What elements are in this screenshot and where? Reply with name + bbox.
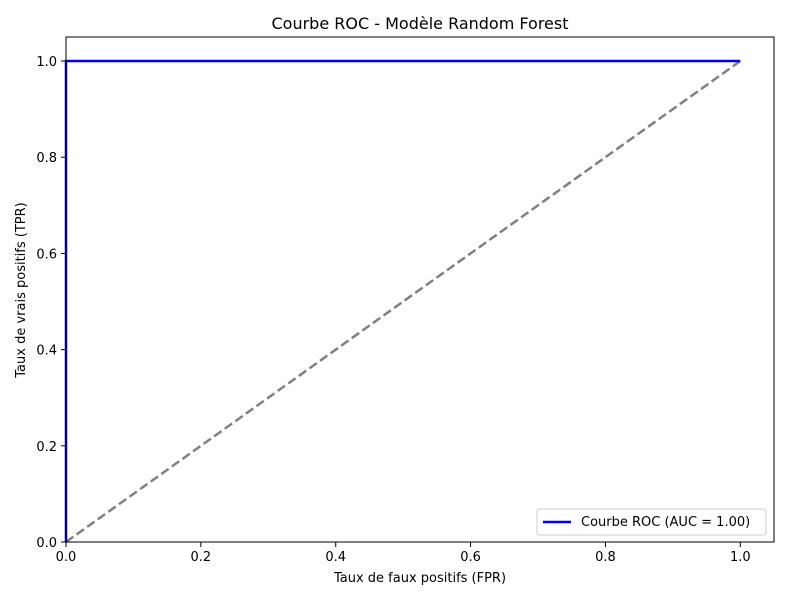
x-tick-label: 0.4 — [325, 550, 346, 565]
legend: Courbe ROC (AUC = 1.00) — [536, 508, 767, 536]
legend-label-roc: Courbe ROC (AUC = 1.00) — [581, 515, 750, 530]
y-tick-label: 0.8 — [36, 151, 57, 166]
x-axis: 0.0 0.2 0.4 0.6 0.8 1.0 — [56, 542, 751, 565]
legend-box — [536, 508, 767, 536]
x-tick-label: 1.0 — [730, 550, 751, 565]
y-axis: 0.0 0.2 0.4 0.6 0.8 1.0 — [36, 55, 66, 551]
plot-frame — [65, 36, 775, 543]
y-tick-label: 0.4 — [36, 344, 57, 359]
x-tick-label: 0.2 — [191, 550, 212, 565]
x-axis-label: Taux de faux positifs (FPR) — [333, 571, 506, 586]
chart-title: Courbe ROC - Modèle Random Forest — [272, 14, 569, 33]
y-tick-label: 0.0 — [36, 536, 57, 551]
series-layer — [64, 59, 742, 544]
random-baseline-line — [65, 60, 742, 544]
x-tick-label: 0.6 — [460, 550, 481, 565]
y-axis-label: Taux de vrais positifs (TPR) — [14, 202, 29, 378]
y-tick-label: 0.6 — [36, 247, 57, 262]
x-tick-label: 0.0 — [56, 550, 77, 565]
y-tick-label: 1.0 — [36, 55, 57, 70]
x-tick-label: 0.8 — [595, 550, 616, 565]
y-tick-label: 0.2 — [36, 440, 57, 455]
